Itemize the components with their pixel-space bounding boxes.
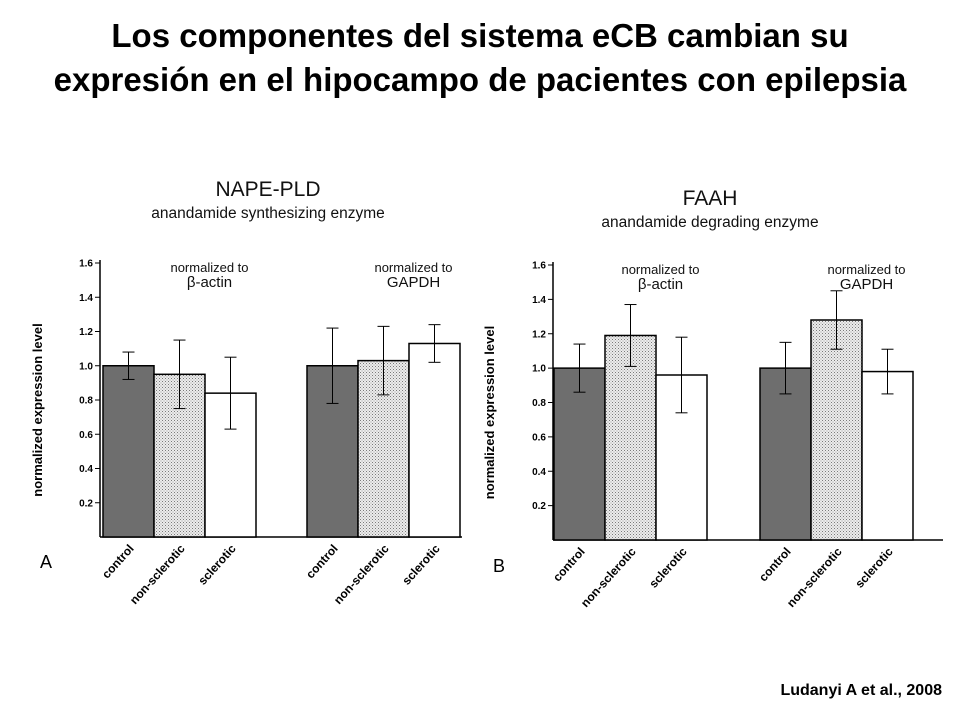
panel-a-group-2-label: GAPDH bbox=[387, 274, 440, 291]
panel-a-x-tick-label: control bbox=[99, 542, 137, 582]
panel-a-panel-label: A bbox=[40, 552, 52, 572]
panel-b-x-tick-label: control bbox=[756, 545, 794, 585]
panel-b-title: FAAH bbox=[683, 187, 738, 210]
panel-a-y-axis-label: normalized expression level bbox=[30, 323, 45, 496]
panel-b-bar-control bbox=[553, 367, 606, 541]
panel-a-bar-control bbox=[102, 365, 155, 538]
panel-a-y-tick-label: 1.0 bbox=[79, 361, 93, 372]
panel-b-panel-label: B bbox=[493, 556, 505, 576]
panel-b-y-tick-label: 1.0 bbox=[532, 364, 546, 375]
panel-b-bar-sclerotic bbox=[861, 370, 914, 541]
panel-b-group-1-label: normalized to bbox=[621, 262, 699, 277]
panel-a-subtitle: anandamide synthesizing enzyme bbox=[151, 205, 385, 222]
panel-b-y-tick-label: 1.4 bbox=[532, 295, 546, 306]
panel-b-x-tick-label: control bbox=[550, 545, 588, 585]
panel-b-subtitle: anandamide degrading enzyme bbox=[601, 214, 818, 231]
panel-b-y-tick-label: 1.6 bbox=[532, 261, 546, 272]
panel-a-y-tick-label: 0.8 bbox=[79, 396, 93, 407]
panel-a-group-1-label: β-actin bbox=[187, 274, 232, 291]
panel-a-y-tick-label: 1.6 bbox=[79, 259, 93, 270]
panel-a-x-tick-label: control bbox=[303, 542, 341, 582]
panel-a-x-tick-label: sclerotic bbox=[195, 541, 239, 587]
panel-b-group-2-label: normalized to bbox=[827, 262, 905, 277]
panel-b-group-1-label: β-actin bbox=[638, 276, 683, 293]
panel-a-y-tick-label: 1.2 bbox=[79, 327, 93, 338]
panel-b-bar-non-sclerotic bbox=[810, 319, 863, 541]
panel-a-x-tick-label: sclerotic bbox=[399, 541, 443, 587]
panel-b-x-tick-label: sclerotic bbox=[852, 544, 896, 590]
panel-a-bar-sclerotic bbox=[408, 342, 461, 538]
panel-b-y-axis-label: normalized expression level bbox=[482, 326, 497, 499]
panel-b-y-tick-label: 1.2 bbox=[532, 329, 546, 340]
panel-b-group-2-label: GAPDH bbox=[840, 276, 893, 293]
panel-a-y-tick-label: 0.6 bbox=[79, 430, 93, 441]
panel-a-group-2-label: normalized to bbox=[374, 260, 452, 275]
panel-a-title: NAPE-PLD bbox=[215, 178, 320, 201]
panel-a-y-tick-label: 1.4 bbox=[79, 293, 93, 304]
panel-b-x-tick-label: sclerotic bbox=[646, 544, 690, 590]
panel-b-y-tick-label: 0.8 bbox=[532, 398, 546, 409]
citation: Ludanyi A et al., 2008 bbox=[780, 682, 942, 699]
panel-a-group-1-label: normalized to bbox=[170, 260, 248, 275]
panel-b-y-tick-label: 0.4 bbox=[532, 467, 546, 478]
panel-a-y-tick-label: 0.4 bbox=[79, 464, 93, 475]
panel-b-y-tick-label: 0.2 bbox=[532, 501, 546, 512]
panel-b-y-tick-label: 0.6 bbox=[532, 432, 546, 443]
panel-a-y-tick-label: 0.2 bbox=[79, 498, 93, 509]
slide-title: Los componentes del sistema eCB cambian … bbox=[53, 17, 907, 98]
panel-b-bar-non-sclerotic bbox=[604, 334, 657, 541]
